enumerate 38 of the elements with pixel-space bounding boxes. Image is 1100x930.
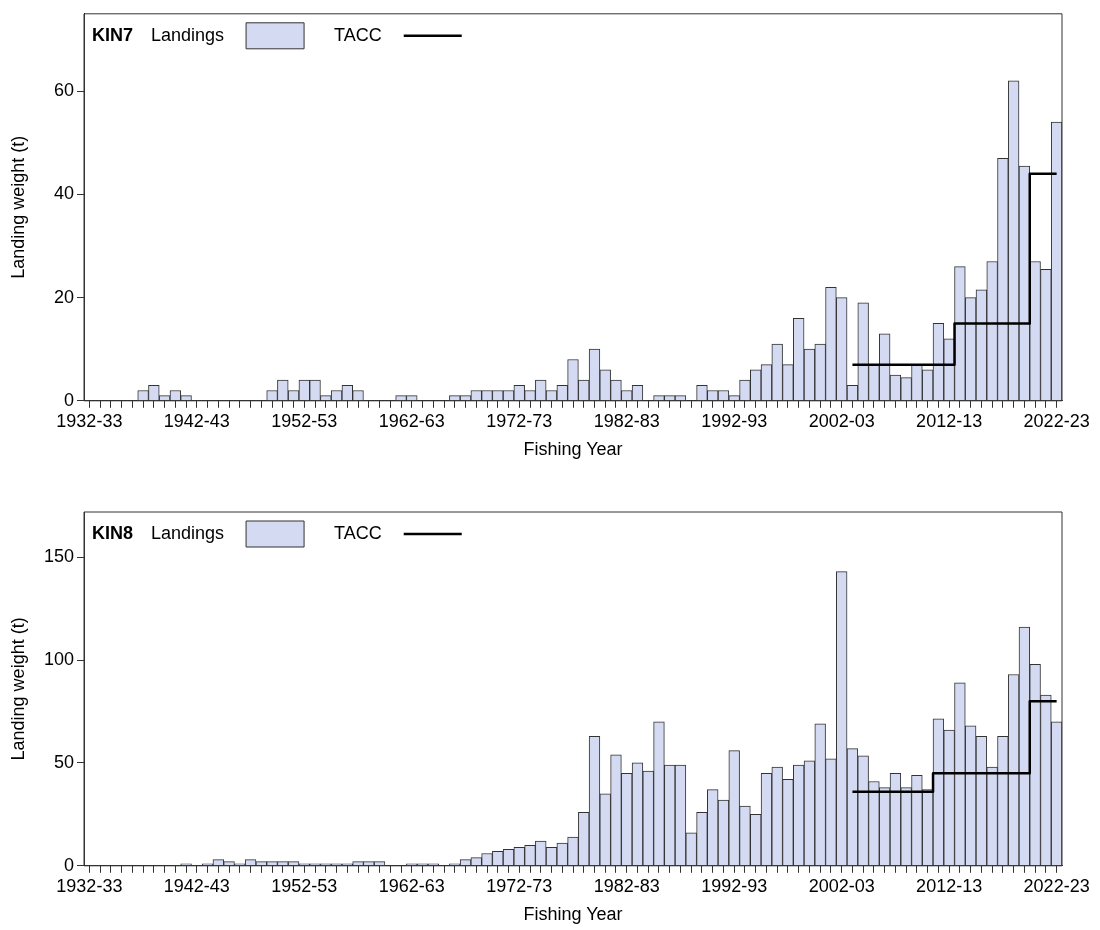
legend-label: TACC [334, 24, 382, 45]
x-tick-label: 1972-73 [486, 410, 553, 431]
y-tick-label: 50 [53, 751, 74, 772]
y-tick-label: 100 [43, 649, 74, 670]
x-tick-label: 1972-73 [486, 875, 553, 896]
x-tick-label: 2012-13 [916, 875, 983, 896]
y-tick-label: 150 [43, 546, 74, 567]
text: KIN7 [92, 24, 134, 45]
x-tick-label: 1932-33 [56, 410, 123, 431]
x-axis-title: Fishing Year [523, 904, 623, 925]
x-tick-label: 1962-63 [378, 875, 445, 896]
text: KIN8 [92, 522, 134, 543]
x-tick-label: 1942-43 [163, 875, 230, 896]
y-tick-label: 60 [53, 80, 74, 101]
y-axis-title: Landing weight (t) [7, 617, 28, 761]
x-tick-label: 1932-33 [56, 875, 123, 896]
x-tick-label: 1992-93 [701, 875, 768, 896]
legend-label: Landings [151, 522, 225, 543]
x-tick-label: 1952-53 [271, 875, 338, 896]
legend-label: Landings [151, 24, 225, 45]
y-tick-label: 0 [63, 854, 74, 875]
x-tick-label: 1982-83 [593, 410, 660, 431]
y-tick-label: 20 [53, 286, 74, 307]
y-tick-label: 40 [53, 183, 74, 204]
x-tick-label: 2012-13 [916, 410, 983, 431]
legend-label: TACC [334, 522, 382, 543]
x-tick-label: 1982-83 [593, 875, 660, 896]
x-tick-label: 2002-03 [808, 410, 875, 431]
x-axis-title: Fishing Year [523, 439, 623, 460]
x-tick-label: 1962-63 [378, 410, 445, 431]
x-tick-label: 2002-03 [808, 875, 875, 896]
y-axis-title: Landing weight (t) [7, 135, 28, 279]
x-tick-label: 2022-23 [1023, 875, 1090, 896]
x-tick-label: 1952-53 [271, 410, 338, 431]
x-tick-label: 1942-43 [163, 410, 230, 431]
x-tick-label: 2022-23 [1023, 410, 1090, 431]
y-tick-label: 0 [63, 389, 74, 410]
x-tick-label: 1992-93 [701, 410, 768, 431]
